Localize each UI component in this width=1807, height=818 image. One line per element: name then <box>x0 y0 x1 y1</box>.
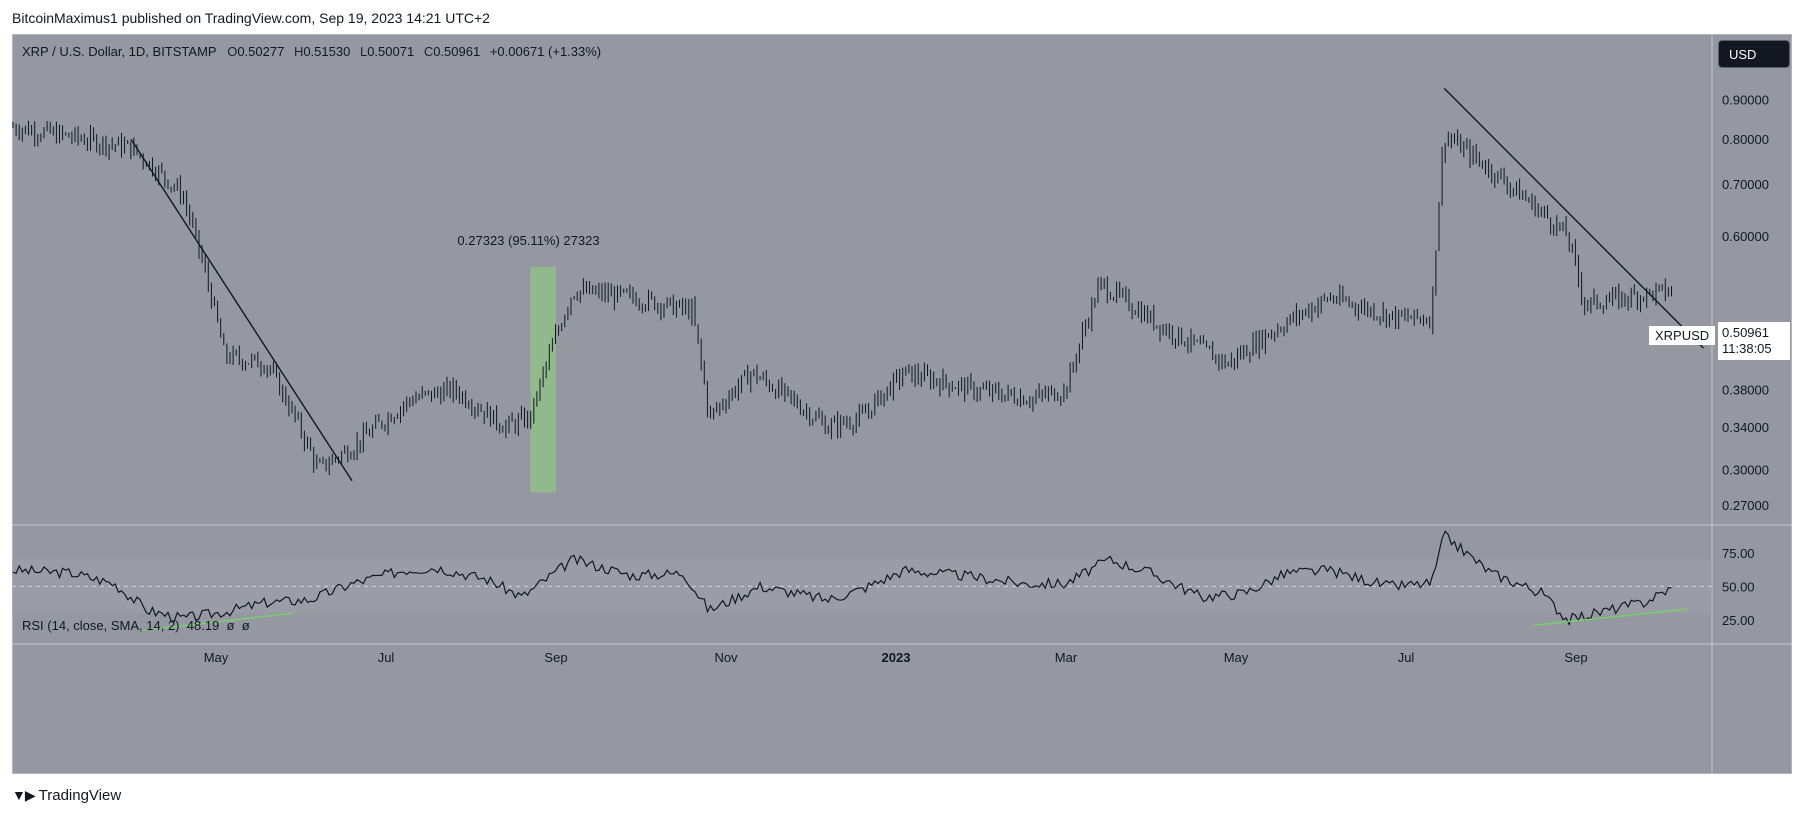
rsi-divergence-line-2 <box>1533 608 1687 626</box>
time-axis-tick-label: Nov <box>714 650 738 665</box>
rsi-value: 48.19 <box>186 618 220 633</box>
symbol-title: XRP / U.S. Dollar, 1D, BITSTAMP <box>22 44 217 59</box>
high-label: H <box>293 44 304 59</box>
high-value: 0.51530 <box>303 44 351 59</box>
trend-line-1 <box>130 138 353 482</box>
last-price-tag: 0.50961 11:38:05 <box>1718 322 1790 360</box>
price-axis-tick-label: 0.38000 <box>1722 383 1769 398</box>
trend-line-2 <box>1443 87 1704 349</box>
price-axis-tick-label: 0.80000 <box>1722 132 1769 147</box>
tradingview-logo-icon: ▼▶ <box>12 787 36 803</box>
rsi-legend: RSI (14, close, SMA, 14, 2) 48.19 ø ø <box>22 618 250 633</box>
price-axis-tick-label: 0.34000 <box>1722 420 1769 435</box>
time-axis-tick-label: Sep <box>544 650 567 665</box>
price-axis-tick-label: 0.70000 <box>1722 177 1769 192</box>
time-axis-tick-label: Jul <box>378 650 395 665</box>
low-value: 0.50071 <box>367 44 415 59</box>
time-axis-tick-label: 2023 <box>882 650 911 665</box>
close-value: 0.50961 <box>433 44 481 59</box>
time-axis-tick-label: Sep <box>1564 650 1587 665</box>
footer-brand-text: TradingView <box>38 787 122 804</box>
close-label: C <box>423 44 434 59</box>
rsi-axis-tick-label: 25.00 <box>1722 613 1755 628</box>
symbol-legend: XRP / U.S. Dollar, 1D, BITSTAMP O0.50277… <box>22 44 601 59</box>
rsi-line <box>12 530 1672 627</box>
price-axis-tick-label: 0.30000 <box>1722 462 1769 477</box>
price-tag-symbol: XRPUSD <box>1649 326 1716 345</box>
time-axis-tick-label: May <box>1224 650 1249 665</box>
rsi-extra-2: ø <box>241 618 250 633</box>
rsi-extra-1: ø <box>226 618 235 633</box>
price-axis-tick-label: 0.60000 <box>1722 229 1769 244</box>
publisher-line: BitcoinMaximus1 published on TradingView… <box>12 10 490 26</box>
open-value: 0.50277 <box>237 44 285 59</box>
time-axis-tick-label: Mar <box>1055 650 1078 665</box>
price-axis-tick-label: 0.90000 <box>1722 92 1769 107</box>
rsi-divergence-line-1 <box>139 612 293 632</box>
rsi-axis-tick-label: 75.00 <box>1722 546 1755 561</box>
rsi-axis-tick-label: 50.00 <box>1722 579 1755 594</box>
open-label: O <box>227 44 238 59</box>
time-axis-tick-label: Jul <box>1398 650 1415 665</box>
rsi-label: RSI (14, close, SMA, 14, 2) <box>22 618 180 633</box>
price-axis-tick-label: 0.27000 <box>1722 498 1769 513</box>
currency-button[interactable]: USD <box>1718 40 1790 68</box>
price-chart-svg[interactable]: 0.27323 (95.11%) 27323 0.90000 0.80000 0.7… <box>12 34 1792 774</box>
time-axis-tick-label: May <box>204 650 229 665</box>
change-value: +0.00671 (+1.33%) <box>489 44 602 59</box>
measure-label: 0.27323 (95.11%) 27323 <box>457 233 599 248</box>
chart-area[interactable] <box>12 34 1792 774</box>
low-label: L <box>359 44 368 59</box>
last-price-value: 0.50961 <box>1722 325 1769 340</box>
bar-countdown: 11:38:05 <box>1722 341 1772 356</box>
footer-brand[interactable]: ▼▶ TradingView <box>12 787 121 804</box>
